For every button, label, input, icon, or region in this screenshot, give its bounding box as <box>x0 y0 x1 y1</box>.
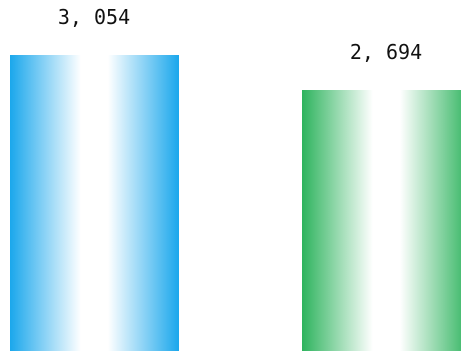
bar-2 <box>301 90 461 351</box>
bar-value-label-2: 2, 694 <box>349 40 423 64</box>
bar-1 <box>9 55 179 351</box>
bar-value-label-1: 3, 054 <box>57 5 131 29</box>
